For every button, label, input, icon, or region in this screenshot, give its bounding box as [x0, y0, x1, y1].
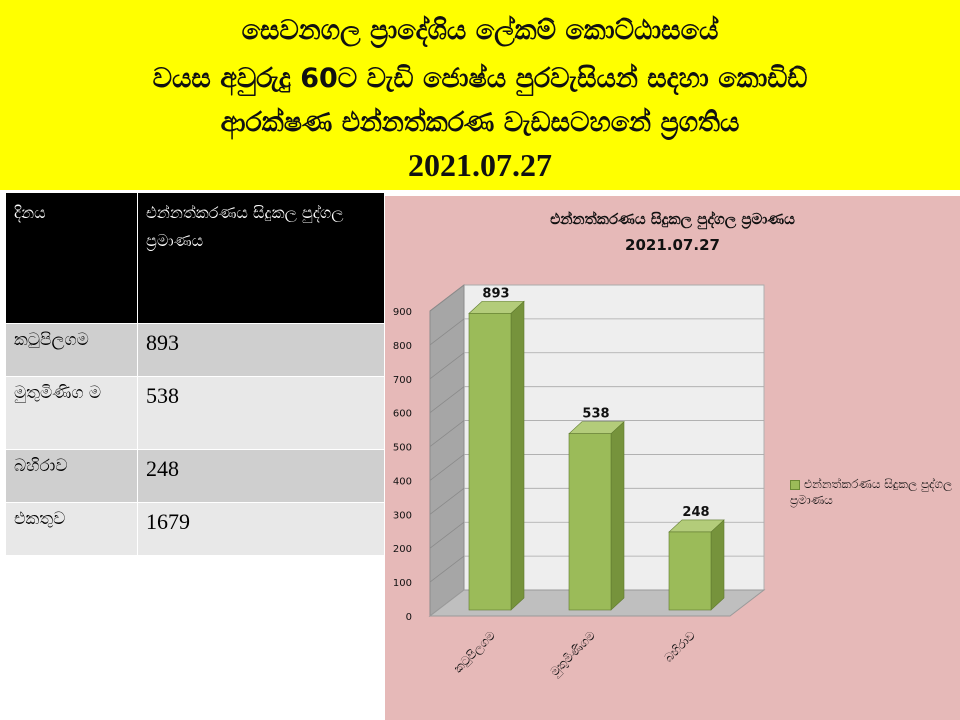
data-label: 893 [482, 286, 509, 301]
gridline-side [429, 521, 465, 549]
header-title-line2: වයස අවුරුදු 60ට වැඩි ජොෂ්ය පුරවැසියන් සද… [152, 63, 808, 94]
table-cell-name: එකතුව [5, 502, 138, 556]
x-tick-label: බහිරාව [661, 628, 698, 665]
gridline-side [429, 352, 465, 380]
gridline-side [429, 454, 465, 481]
x-tick-label: කටුපිලගම [451, 628, 499, 676]
gridline-side [429, 420, 465, 447]
header-title-line1: සෙවනගල ප්‍රාදේශිය ලේකම් කොට්ඨාසයේ [241, 15, 719, 46]
table-row: බහිරාව 248 [5, 449, 385, 503]
bar [568, 433, 612, 611]
gridline-side [429, 488, 465, 515]
chart-legend: එන්නත්කරණය සිදුකල පුද්ගල ප්‍රමාණය [790, 476, 960, 508]
y-tick-label: 700 [393, 375, 412, 386]
table-header-date: දිනය [5, 192, 138, 324]
table-cell-name: බහිරාව [5, 449, 138, 503]
chart-panel: එන්නත්කරණය සිදුකල පුද්ගල ප්‍රමාණය 2021.0… [385, 196, 960, 720]
x-tick-label: මුතුමිණිගම [547, 628, 599, 680]
chart-subtitle: 2021.07.27 [625, 236, 720, 254]
y-tick-label: 300 [393, 510, 412, 521]
table-cell-name: මුතුමිණිග ම [5, 376, 138, 450]
table-header-count: එන්නත්කරණය සිදුකල පුද්ගල ප්‍රමාණය [137, 192, 385, 324]
gridline-side [429, 318, 465, 346]
y-tick-label: 0 [406, 612, 412, 623]
bar-side [510, 300, 525, 611]
header-banner: සෙවනගල ප්‍රාදේශිය ලේකම් කොට්ඨාසයේ වයස අව… [0, 0, 960, 190]
y-tick-label: 800 [393, 341, 412, 352]
table-row: මුතුමිණිග ම 538 [5, 376, 385, 450]
legend-swatch [790, 479, 800, 490]
y-tick-label: 100 [393, 578, 412, 589]
data-label: 248 [682, 505, 709, 520]
bar [668, 531, 712, 611]
table-header-row: දිනය එන්නත්කරණය සිදුකල පුද්ගල ප්‍රමාණය [5, 192, 385, 324]
y-tick-label: 600 [393, 409, 412, 420]
bar-side [610, 420, 625, 611]
table-row: කටුපිලගම 893 [5, 323, 385, 377]
chart-side-wall [429, 283, 465, 618]
table-cell-value: 1679 [137, 502, 385, 556]
gridline-side [429, 284, 465, 312]
y-tick-label: 500 [393, 443, 412, 454]
data-table: දිනය එන්නත්කරණය සිදුකල පුද්ගල ප්‍රමාණය ක… [5, 192, 385, 556]
table-cell-name: කටුපිලගම [5, 323, 138, 377]
bar-chart: 0 100 200 300 400 500 600 700 800 900 893 කටුපිලගම 5… [393, 283, 766, 680]
bar-side [710, 519, 725, 611]
table-cell-value: 538 [137, 376, 385, 450]
legend-label: එන්නත්කරණය සිදුකල පුද්ගල ප්‍රමාණය [790, 477, 953, 507]
table-row-total: එකතුව 1679 [5, 502, 385, 556]
y-tick-label: 400 [393, 476, 412, 487]
y-tick-label: 900 [393, 307, 412, 318]
header-date: 2021.07.27 [408, 147, 552, 183]
header-title-line3: ආරක්ෂණ එන්නත්කරණ වැඩසටහනේ ප්‍රගතිය [220, 107, 740, 138]
table-cell-value: 248 [137, 449, 385, 503]
gridline-side [429, 386, 465, 413]
y-tick-label: 200 [393, 544, 412, 555]
data-label: 538 [582, 407, 609, 422]
table-cell-value: 893 [137, 323, 385, 377]
chart-title: එන්නත්කරණය සිදුකල පුද්ගල ප්‍රමාණය [550, 210, 795, 228]
gridline-side [429, 555, 465, 583]
bar [468, 313, 512, 611]
